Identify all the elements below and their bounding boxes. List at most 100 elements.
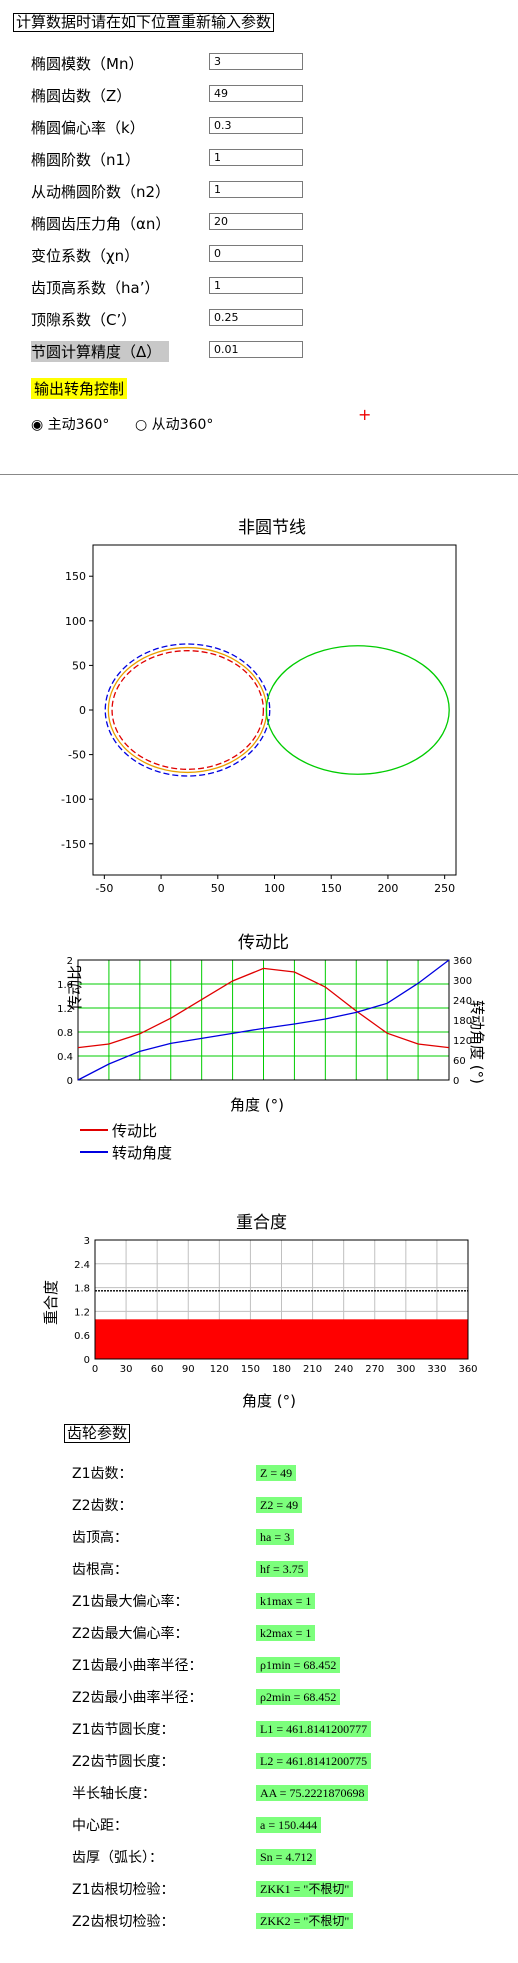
param-input-mn[interactable] bbox=[209, 53, 303, 70]
gear-param-label: 中心距： bbox=[72, 1818, 128, 1834]
chart3-xtick-label: 0 bbox=[92, 1364, 98, 1375]
chart1-xtick-label: -50 bbox=[95, 882, 113, 895]
page-title: 计算数据时请在如下位置重新输入参数 bbox=[13, 13, 275, 32]
chart1-ytick-label: -50 bbox=[68, 749, 86, 762]
chart3-xtick-label: 30 bbox=[120, 1364, 133, 1375]
param-label-alpha: 椭圆齿压力角（αn） bbox=[31, 215, 171, 233]
chart2-ytick-label: 0 bbox=[67, 1076, 73, 1085]
chart3-plot-area bbox=[94, 1239, 469, 1360]
radio-unchecked-icon: ○ bbox=[135, 417, 148, 433]
gear-param-label: Z1齿最小曲率半径： bbox=[72, 1658, 203, 1674]
gear-param-value: L2 = 461.8141200775 bbox=[256, 1753, 372, 1769]
chart1-ytick-label: -100 bbox=[61, 793, 86, 806]
chart3-xtick-label: 270 bbox=[365, 1364, 384, 1375]
chart3-ytick-label: 0.6 bbox=[74, 1331, 90, 1342]
chart2-svg: 2 1.6 1.2 0.8 0.4 0 360 300 240 180 120 60 0 bbox=[57, 956, 472, 1085]
param-input-xn[interactable] bbox=[209, 245, 303, 262]
param-label-k: 椭圆偏心率（k） bbox=[31, 119, 145, 137]
chart2-y2tick-label: 60 bbox=[453, 1056, 466, 1067]
param-label-ha: 齿顶高系数（ha’） bbox=[31, 279, 160, 297]
chart2-ytick-label: 1.2 bbox=[57, 1004, 73, 1015]
chart3-xtick-label: 210 bbox=[303, 1364, 322, 1375]
param-input-delta[interactable] bbox=[209, 341, 303, 358]
param-label-mn: 椭圆模数（Mn） bbox=[31, 55, 144, 73]
chart1-xtick-label: 150 bbox=[321, 882, 342, 895]
legend-label-angle: 转动角度 bbox=[112, 1144, 173, 1162]
chart2-y2tick-label: 300 bbox=[453, 976, 472, 987]
chart2-ytick-label: 0.8 bbox=[57, 1028, 73, 1039]
gear-param-value: Z2 = 49 bbox=[256, 1497, 303, 1513]
chart3-xtick-label: 120 bbox=[210, 1364, 229, 1375]
chart3-svg: 0 30 60 90 120 150 180 210 240 270 300 330 360 3 2.4 1.… bbox=[74, 1236, 477, 1375]
chart1-xtick-label: 100 bbox=[264, 882, 285, 895]
chart3-xtick-label: 150 bbox=[241, 1364, 260, 1375]
gear-param-label: Z2齿根切检验： bbox=[72, 1914, 175, 1930]
chart2-y2tick-label: 0 bbox=[453, 1076, 459, 1085]
chart2-ytick-label: 1.6 bbox=[57, 980, 73, 991]
gear-param-value: ZKK2 = "不根切" bbox=[256, 1913, 354, 1929]
output-control-title: 输出转角控制 bbox=[31, 378, 128, 399]
chart3-xlabel: 角度 (°) bbox=[242, 1392, 296, 1410]
param-input-n1[interactable] bbox=[209, 149, 303, 166]
param-input-k[interactable] bbox=[209, 117, 303, 134]
chart3-xtick-label: 240 bbox=[334, 1364, 353, 1375]
gear-param-label: Z2齿数： bbox=[72, 1498, 133, 1514]
gear-param-value: Z = 49 bbox=[256, 1465, 297, 1481]
param-input-z[interactable] bbox=[209, 85, 303, 102]
chart2-ytick-label: 2 bbox=[67, 956, 73, 967]
chart1-xtick-label: 50 bbox=[211, 882, 225, 895]
chart1-plot-area bbox=[92, 544, 457, 876]
chart2-y2tick-label: 360 bbox=[453, 956, 472, 967]
legend-swatch-ratio bbox=[80, 1129, 108, 1131]
param-input-c[interactable] bbox=[209, 309, 303, 326]
legend-swatch-angle bbox=[80, 1151, 108, 1153]
gear-param-label: 齿根高： bbox=[72, 1562, 128, 1578]
chart2-title: 传动比 bbox=[238, 933, 289, 953]
param-label-n2: 从动椭圆阶数（n2） bbox=[31, 183, 171, 201]
gear-param-value: Sn = 4.712 bbox=[256, 1849, 317, 1865]
chart1-xtick-label: 0 bbox=[158, 882, 165, 895]
radio-label-driving: 主动360° bbox=[47, 417, 110, 433]
param-input-ha[interactable] bbox=[209, 277, 303, 294]
chart1-ytick-label: 50 bbox=[72, 659, 86, 672]
chart3-area-fill bbox=[95, 1319, 468, 1359]
radio-driven-360[interactable]: ○ 从动360° bbox=[135, 414, 213, 434]
param-label-c: 顶隙系数（C’） bbox=[31, 311, 137, 329]
legend-label-ratio: 传动比 bbox=[112, 1122, 158, 1140]
gear-param-label: Z2齿最大偏心率： bbox=[72, 1626, 189, 1642]
radio-label-driven: 从动360° bbox=[151, 417, 214, 433]
param-input-n2[interactable] bbox=[209, 181, 303, 198]
gear-param-value: L1 = 461.8141200777 bbox=[256, 1721, 372, 1737]
gear-param-label: Z1齿根切检验： bbox=[72, 1882, 175, 1898]
chart2-ytick-label: 0.4 bbox=[57, 1052, 73, 1063]
radio-driving-360[interactable]: ◉ 主动360° bbox=[31, 414, 109, 434]
chart1-curve-3 bbox=[265, 645, 450, 775]
chart1-xtick-label: 250 bbox=[434, 882, 455, 895]
gear-param-value: ρ2min = 68.452 bbox=[256, 1689, 341, 1705]
chart2-series-0 bbox=[77, 967, 450, 1049]
param-label-delta: 节圆计算精度（Δ） bbox=[31, 341, 170, 362]
chart3-ytick-label: 2.4 bbox=[74, 1260, 90, 1271]
param-label-n1: 椭圆阶数（n1） bbox=[31, 151, 141, 169]
chart1-ytick-label: 150 bbox=[65, 570, 86, 583]
param-label-xn: 变位系数（χn） bbox=[31, 247, 140, 265]
chart1-xtick-label: 200 bbox=[377, 882, 398, 895]
chart3-xtick-label: 60 bbox=[151, 1364, 164, 1375]
chart2-series-1 bbox=[77, 959, 450, 1081]
section-divider bbox=[0, 474, 518, 475]
gear-param-label: 齿厚（弧长）： bbox=[72, 1850, 163, 1866]
gear-params-title: 齿轮参数 bbox=[64, 1424, 131, 1443]
gear-param-label: 齿顶高： bbox=[72, 1530, 128, 1546]
chart3-ytick-label: 0 bbox=[84, 1355, 90, 1366]
param-input-alpha[interactable] bbox=[209, 213, 303, 230]
cursor-marker: + bbox=[358, 405, 372, 424]
chart1-title: 非圆节线 bbox=[238, 518, 306, 538]
chart3-ytick-label: 3 bbox=[84, 1236, 90, 1247]
chart1-ytick-label: 0 bbox=[79, 704, 86, 717]
gear-param-value: AA = 75.2221870698 bbox=[256, 1785, 369, 1801]
chart2-y2tick-label: 120 bbox=[453, 1036, 472, 1047]
chart3-xtick-label: 330 bbox=[427, 1364, 446, 1375]
chart3-ytick-label: 1.8 bbox=[74, 1284, 90, 1295]
chart3-title: 重合度 bbox=[236, 1213, 287, 1233]
chart1-svg: -50 0 50 100 150 200 250 150 100 50 0 -50 -100 -150 bbox=[61, 544, 457, 895]
